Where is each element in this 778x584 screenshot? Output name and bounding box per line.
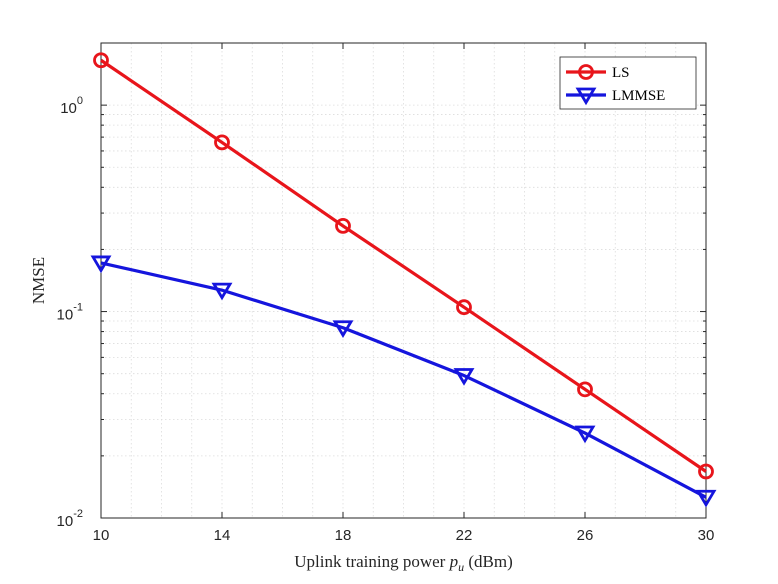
x-axis-label: Uplink training power pu (dBm) [294, 552, 512, 574]
axes-box [100, 42, 707, 519]
series-lmmse [90, 255, 717, 508]
y-tick-exponent: 0 [77, 95, 83, 107]
x-axis-label-text: Uplink training power [294, 552, 449, 571]
series-line-ls [100, 58, 707, 473]
legend: LS LMMSE [559, 56, 697, 110]
series-ls [93, 52, 714, 480]
x-tick-label: 26 [577, 527, 594, 544]
legend-label-ls: LS [612, 65, 630, 81]
x-axis-label-variable: p [449, 552, 459, 571]
ls-point-0 [93, 52, 109, 69]
lmmse-point-4 [574, 425, 596, 444]
y-tick-exponent: -2 [73, 508, 83, 520]
ls-point-5 [698, 463, 714, 480]
legend-marker-lmmse [575, 87, 597, 106]
lmmse-point-0 [90, 255, 112, 274]
y-tick-label: 10-1 [57, 302, 83, 324]
grid-layer [100, 43, 707, 518]
ls-point-4 [577, 381, 593, 398]
x-axis-label-subscript: u [458, 560, 464, 574]
x-tick-label: 18 [335, 527, 352, 544]
x-tick-label: 30 [698, 527, 715, 544]
legend-label-lmmse: LMMSE [612, 88, 665, 104]
x-tick-label: 22 [456, 527, 473, 544]
lmmse-point-3 [453, 368, 475, 386]
x-tick-label: 10 [93, 527, 110, 544]
y-tick-mantissa: 10 [57, 307, 74, 324]
series-line-lmmse [100, 261, 707, 499]
lmmse-point-5 [695, 489, 717, 508]
ls-point-2 [335, 218, 351, 234]
lmmse-point-1 [211, 282, 233, 301]
y-tick-label: 10-2 [57, 508, 83, 530]
ls-point-3 [456, 299, 472, 316]
y-tick-label: 100 [60, 95, 83, 117]
y-tick-mantissa: 10 [57, 513, 74, 530]
x-tick-label: 14 [214, 527, 231, 544]
y-axis-label: NMSE [29, 257, 48, 304]
lmmse-point-2 [332, 320, 354, 338]
series-layer [90, 52, 717, 508]
x-axis-label-unit: (dBm) [464, 552, 513, 571]
y-tick-mantissa: 10 [60, 100, 77, 117]
y-tick-exponent: -1 [73, 302, 83, 314]
ls-point-1 [214, 134, 230, 151]
legend-marker-ls [578, 64, 594, 80]
